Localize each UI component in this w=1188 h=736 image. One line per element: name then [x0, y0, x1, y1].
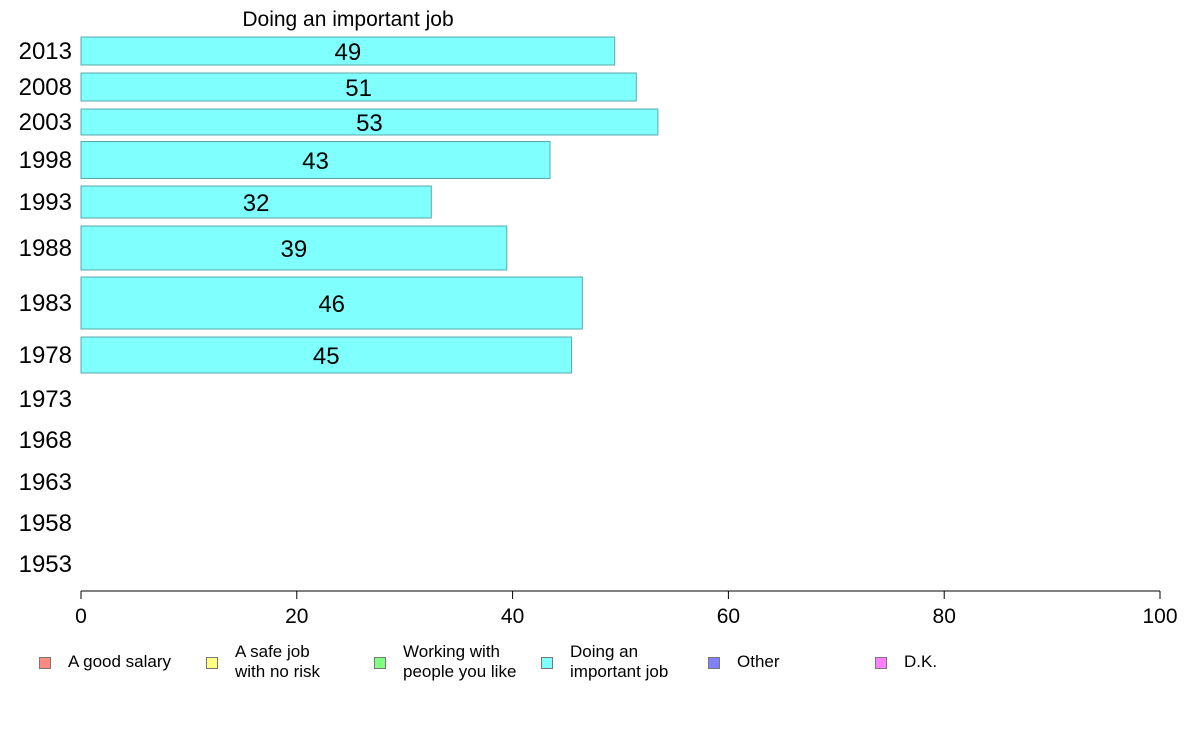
legend: A good salary A safe job with no risk Work… — [0, 640, 1188, 690]
legend-label: A safe job with no risk — [235, 642, 321, 681]
x-axis: 0 20 40 60 80 100 — [75, 590, 1178, 628]
bar-2013 — [80, 36, 616, 66]
legend-item: Working with people you like — [374, 640, 516, 684]
legend-item: Doing an important job — [541, 640, 668, 684]
legend-swatch — [39, 656, 51, 669]
legend-label: D.K. — [904, 652, 938, 671]
y-tick-label: 1963 — [19, 469, 72, 496]
x-tick-label: 100 — [1142, 605, 1177, 628]
y-tick-label: 1953 — [19, 551, 72, 578]
y-tick-label: 2013 — [19, 38, 72, 65]
data-label-1983: 46 — [318, 291, 345, 318]
legend-item: Other — [708, 640, 780, 684]
legend-label: Doing an important job — [570, 642, 669, 681]
legend-label: A good salary — [68, 652, 172, 671]
x-tick-label: 40 — [501, 605, 524, 628]
x-tick-label: 60 — [717, 605, 740, 628]
data-label-2003: 53 — [356, 110, 383, 137]
y-tick-label: 1988 — [19, 235, 72, 262]
legend-item: D.K. — [875, 640, 937, 684]
x-tick-label: 20 — [285, 605, 308, 628]
data-label-2013: 49 — [335, 39, 362, 66]
y-tick-label: 1978 — [19, 342, 72, 369]
bar-1978 — [80, 336, 573, 374]
data-label-1993: 32 — [243, 190, 270, 217]
legend-swatch — [708, 656, 720, 669]
y-tick-label: 2003 — [19, 109, 72, 136]
data-label-1988: 39 — [281, 236, 308, 263]
chart-title: Doing an important job — [242, 8, 453, 31]
y-tick-label: 2008 — [19, 74, 72, 101]
y-tick-label: 1983 — [19, 290, 72, 317]
bars-group: 49 51 53 43 32 39 46 45 — [80, 36, 659, 374]
legend-item: A good salary — [39, 640, 171, 684]
y-tick-label: 1958 — [19, 510, 72, 537]
y-tick-label: 1973 — [19, 386, 72, 413]
bar-1998 — [80, 141, 551, 179]
y-tick-label: 1998 — [19, 147, 72, 174]
x-tick-label: 0 — [75, 605, 87, 628]
legend-swatch — [541, 656, 553, 669]
legend-item: A safe job with no risk — [206, 640, 320, 684]
bar-1993 — [80, 185, 432, 219]
x-tick-label: 80 — [933, 605, 956, 628]
y-tick-label: 1968 — [19, 427, 72, 454]
bar-1983 — [80, 276, 583, 330]
bar-2008 — [80, 72, 637, 102]
data-label-1998: 43 — [302, 148, 329, 175]
data-label-2008: 51 — [345, 75, 372, 102]
legend-label: Other — [737, 652, 780, 671]
y-axis-labels: 2013 2008 2003 1998 1993 1988 1983 1978 1973 1968… — [19, 38, 72, 578]
legend-label: Working with people you like — [403, 642, 517, 681]
legend-swatch — [374, 656, 386, 669]
data-label-1978: 45 — [313, 343, 340, 370]
bar-1988 — [80, 225, 508, 271]
legend-swatch — [206, 656, 218, 669]
legend-swatch — [875, 656, 887, 669]
bar-chart: Doing an important job 4951534332394645 … — [19, 8, 1178, 628]
bar-2003 — [80, 108, 659, 136]
y-tick-label: 1993 — [19, 189, 72, 216]
